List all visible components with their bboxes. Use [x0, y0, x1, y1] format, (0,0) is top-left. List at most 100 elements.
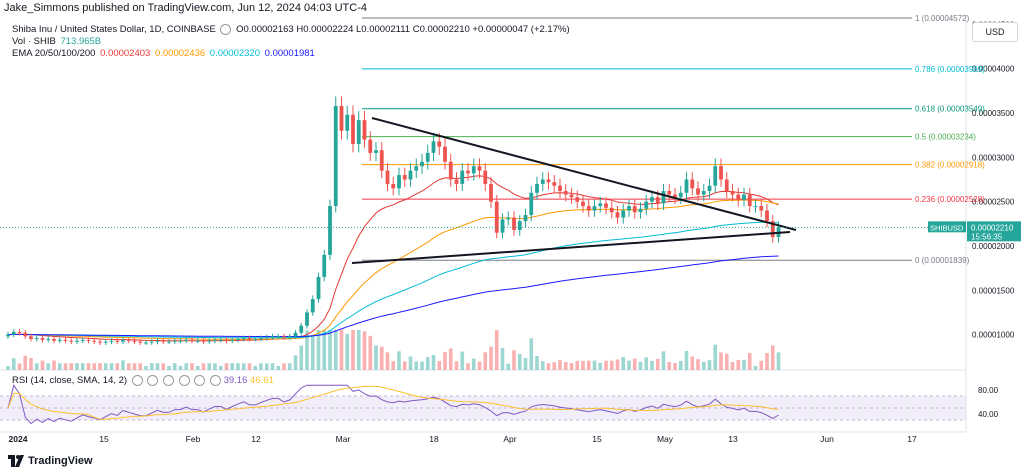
candle-body — [92, 340, 97, 342]
remove-icon[interactable] — [178, 375, 190, 386]
volume-bar — [52, 360, 56, 370]
volume-bar — [523, 358, 528, 370]
price-tag-bg — [967, 221, 1021, 242]
volume-bar — [322, 330, 327, 370]
rsi-label[interactable]: RSI (14, close, SMA, 14, 2) — [12, 375, 128, 387]
volume-bar — [276, 366, 281, 370]
volume-bar — [454, 361, 459, 370]
candle-body — [115, 340, 120, 342]
volume-bar — [517, 354, 522, 370]
ema-label[interactable]: EMA 20/50/100/200 — [12, 48, 96, 59]
candle-body — [690, 179, 695, 189]
price-tick-label: 0.00001500 — [972, 286, 1015, 295]
candle-body — [287, 336, 292, 338]
volume-bar — [345, 333, 350, 370]
candle-body — [310, 299, 315, 313]
ema-line-ema-200 — [7, 255, 779, 337]
volume-bar — [270, 363, 275, 370]
volume-bar — [207, 363, 212, 370]
ema-50-value: 0.00002436 — [154, 48, 206, 59]
volume-bar — [759, 360, 764, 370]
volume-bar — [460, 351, 465, 370]
candle-body — [604, 203, 608, 208]
time-tick-label: 15 — [592, 434, 602, 444]
ema-100-value: 0.00002320 — [209, 48, 260, 59]
more-icon[interactable] — [194, 375, 206, 386]
volume-bar — [138, 363, 143, 370]
candle-body — [575, 197, 580, 202]
volume-bar — [448, 348, 453, 370]
price-tick-label: 0.00002500 — [972, 198, 1015, 207]
candle-body — [736, 194, 741, 200]
eye-icon[interactable] — [131, 375, 143, 386]
volume-bar — [598, 362, 603, 370]
rsi-tick-label: 40.00 — [978, 410, 999, 419]
volume-bar — [230, 363, 235, 370]
volume-bar — [627, 360, 631, 370]
volume-bar — [650, 360, 654, 370]
candle-body — [765, 210, 769, 222]
volume-bar — [155, 363, 160, 370]
volume-bar — [167, 366, 171, 370]
time-tick-label: Mar — [336, 434, 351, 444]
candle-body — [241, 338, 246, 340]
time-tick-label: 18 — [429, 434, 439, 444]
candle-body — [172, 340, 177, 342]
candle-body — [218, 339, 223, 341]
volume-bar — [471, 358, 476, 370]
candle-body — [328, 206, 332, 255]
candle-body — [535, 183, 539, 193]
volume-bar — [259, 363, 263, 370]
candle-body — [650, 197, 654, 202]
candle-body — [322, 254, 327, 277]
candle-body — [190, 339, 194, 341]
hide-icon[interactable] — [209, 375, 221, 386]
volume-bar — [655, 358, 660, 370]
ohlc-values: O0.00002163 H0.00002224 L0.00002111 C0.0… — [236, 24, 570, 36]
candle-body — [253, 338, 258, 340]
volume-bar — [253, 366, 258, 370]
candle-body — [276, 336, 281, 338]
volume-bar — [40, 360, 45, 370]
volume-bar — [494, 330, 499, 370]
candle-body — [425, 152, 430, 162]
volume-bar — [328, 330, 332, 370]
volume-bar — [736, 359, 741, 370]
volume-label[interactable]: Vol · SHIB — [12, 36, 56, 47]
candle-body — [586, 206, 591, 211]
candle-body — [374, 150, 378, 153]
volume-bar — [126, 363, 131, 370]
candle-body — [397, 175, 401, 189]
fib-level-label: 0.5 (0.00003234) — [915, 133, 976, 142]
candle-body — [339, 105, 344, 131]
volume-bar — [707, 360, 712, 370]
volume-bar — [379, 346, 384, 370]
volume-bar — [287, 363, 292, 370]
volume-bar — [218, 366, 223, 370]
candle-body — [103, 341, 108, 343]
rsi-legend: RSI (14, close, SMA, 14, 2) 39.16 46.61 — [12, 375, 274, 386]
volume-bar — [236, 363, 240, 370]
volume-bar — [80, 363, 85, 370]
volume-bar — [765, 353, 769, 370]
volume-bar — [604, 360, 608, 370]
symbol-title[interactable]: Shiba Inu / United States Dollar, 1D, CO… — [12, 24, 216, 36]
candle-body — [529, 192, 534, 215]
currency-button[interactable]: USD — [972, 22, 1018, 42]
volume-bar — [293, 355, 298, 370]
volume-bar — [592, 360, 597, 370]
candle-body — [644, 201, 649, 209]
settings-icon[interactable] — [147, 375, 159, 386]
volume-bar — [552, 362, 557, 370]
volume-bar — [178, 366, 183, 370]
source-icon[interactable] — [163, 375, 175, 386]
candle-body — [454, 179, 459, 184]
fib-level-label: 1 (0.00004572) — [915, 14, 970, 23]
candle-body — [247, 338, 252, 340]
volume-bar — [299, 345, 304, 370]
price-tick-label: 0.00004000 — [972, 65, 1015, 74]
candle-body — [98, 341, 102, 343]
candle-body — [724, 179, 729, 192]
ema-line-ema-100 — [7, 221, 779, 339]
